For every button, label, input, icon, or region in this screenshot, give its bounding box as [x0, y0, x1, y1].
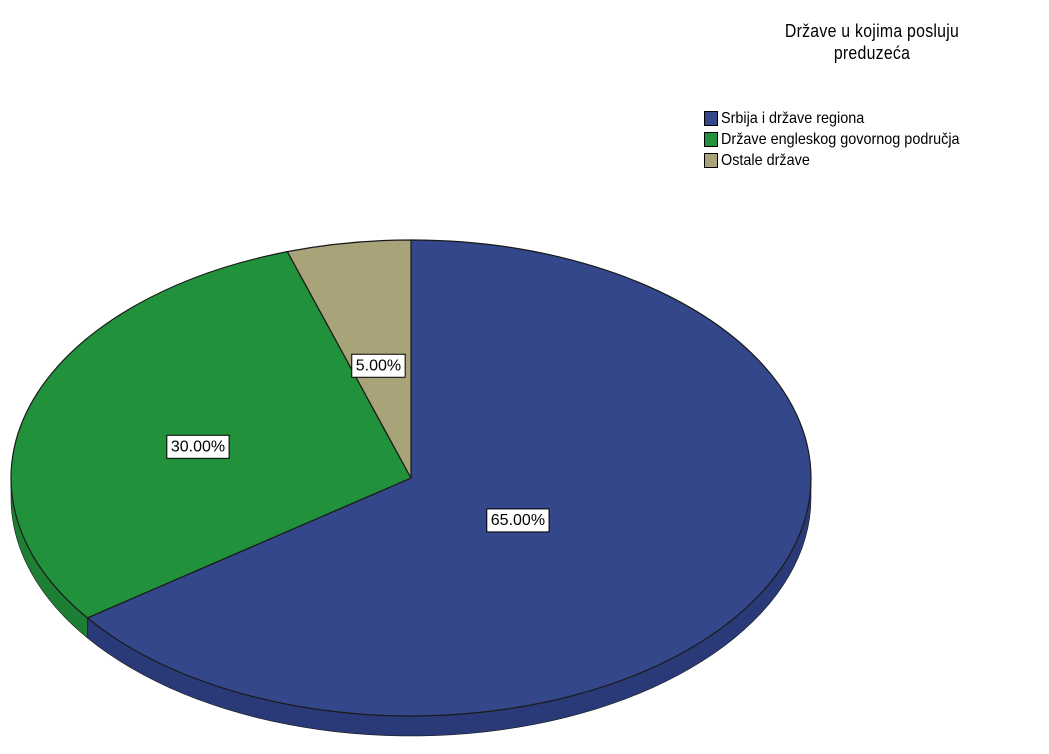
- legend-label: Države engleskog govornog područja: [721, 130, 960, 148]
- legend: Države u kojima posluju preduzeća Srbija…: [704, 20, 1044, 171]
- legend-item-srbija: Srbija i države regiona: [704, 108, 1044, 129]
- legend-title-line2: preduzeća: [833, 43, 911, 63]
- legend-item-ostale: Ostale države: [704, 150, 1044, 171]
- legend-items: Srbija i države regiona Države engleskog…: [704, 108, 1044, 171]
- pie-slices: [10, 239, 812, 717]
- legend-label: Ostale države: [721, 151, 810, 169]
- data-label-text: 5.00%: [356, 357, 401, 374]
- data-label-box: [166, 434, 230, 459]
- pie-slice: [286, 239, 412, 479]
- data-label: 30.00%: [166, 434, 230, 459]
- data-label: 65.00%: [486, 508, 550, 533]
- pie-slice: [10, 250, 412, 619]
- legend-swatch: [704, 153, 718, 168]
- data-labels: 65.00% 30.00% 5.00%: [166, 353, 550, 533]
- legend-swatch: [704, 111, 718, 126]
- data-label: 5.00%: [351, 353, 406, 378]
- legend-item-engleske: Države engleskog govornog područja: [704, 129, 1044, 150]
- data-label-text: 65.00%: [491, 512, 545, 529]
- legend-title-line1: Države u kojima posluju: [784, 21, 960, 41]
- pie-slice: [86, 239, 812, 717]
- legend-swatch: [704, 132, 718, 147]
- legend-label: Srbija i države regiona: [721, 109, 865, 127]
- legend-title: Države u kojima posluju preduzeća: [740, 20, 1004, 64]
- data-label-text: 30.00%: [171, 438, 225, 455]
- data-label-box: [486, 508, 550, 533]
- data-label-box: [351, 353, 406, 378]
